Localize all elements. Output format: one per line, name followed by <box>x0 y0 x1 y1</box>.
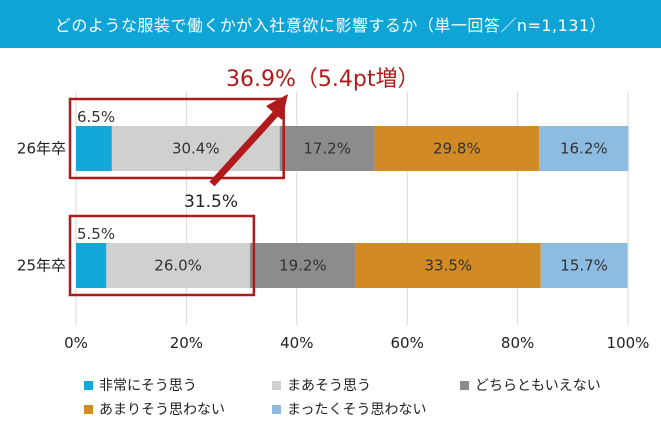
x-tick-label: 100% <box>607 334 650 352</box>
x-tick-label: 0% <box>64 334 88 352</box>
data-label: 16.2% <box>560 140 608 158</box>
legend: 非常にそう思う まあそう思う どちらともいえないあまりそう思わない まったくそう思わな… <box>84 376 644 418</box>
sum-label: 31.5% <box>184 192 238 212</box>
bar-segment <box>374 126 540 171</box>
data-label: 5.5% <box>77 225 115 243</box>
stacked-bar-chart: 0% 20% 40% 60% 80% 100% 26年卒 6.5% 30.4% 17.2% 29.8… <box>17 67 650 352</box>
x-tick-label: 80% <box>501 334 534 352</box>
legend-swatch <box>460 380 469 390</box>
highlight-box <box>68 97 285 180</box>
bar-segment <box>249 243 356 288</box>
legend-swatch <box>84 380 93 390</box>
data-label: 33.5% <box>424 257 472 275</box>
legend-item: どちらともいえない <box>460 376 648 394</box>
highlight-box <box>68 214 256 297</box>
data-label: 26.0% <box>154 257 202 275</box>
data-label: 6.5% <box>77 108 115 126</box>
bar-segment <box>355 243 541 288</box>
legend-item: あまりそう思わない <box>84 400 272 418</box>
data-label: 29.8% <box>433 140 481 158</box>
data-label: 30.4% <box>172 140 220 158</box>
legend-item: まったくそう思わない <box>272 400 460 418</box>
legend-swatch <box>84 404 93 414</box>
category-label: 26年卒 <box>17 140 66 158</box>
legend-label: 非常にそう思う <box>99 378 197 394</box>
chart-title-banner: どのような服装で働くかが入社意欲に影響するか（単一回答／n=1,131） <box>0 0 661 48</box>
bar-segment <box>111 126 280 171</box>
legend-swatch <box>272 380 281 390</box>
legend-item: 非常にそう思う <box>84 376 272 394</box>
legend-label: どちらともいえない <box>475 378 601 394</box>
legend-label: まったくそう思わない <box>287 402 427 418</box>
chart-title: どのような服装で働くかが入社意欲に影響するか（単一回答／n=1,131） <box>54 16 607 35</box>
x-tick-label: 60% <box>391 334 424 352</box>
increase-arrow-shaft <box>209 106 283 187</box>
legend-label: あまりそう思わない <box>99 402 225 418</box>
x-tick-label: 40% <box>280 334 313 352</box>
bar-segment <box>540 243 628 288</box>
bar-segment <box>279 126 375 171</box>
data-label: 17.2% <box>303 140 351 158</box>
bar-segment <box>106 243 250 288</box>
category-label: 25年卒 <box>17 257 66 275</box>
legend-swatch <box>272 404 281 414</box>
data-label: 15.7% <box>560 257 608 275</box>
bar-segment <box>539 126 629 171</box>
legend-item: まあそう思う <box>272 376 460 394</box>
data-label: 19.2% <box>279 257 327 275</box>
bar-segment <box>76 243 107 288</box>
legend-label: まあそう思う <box>287 378 371 394</box>
x-tick-label: 20% <box>170 334 203 352</box>
increase-label: 36.9%（5.4pt増） <box>226 67 419 92</box>
bar-segment <box>76 126 112 171</box>
increase-arrow-head <box>266 94 288 120</box>
